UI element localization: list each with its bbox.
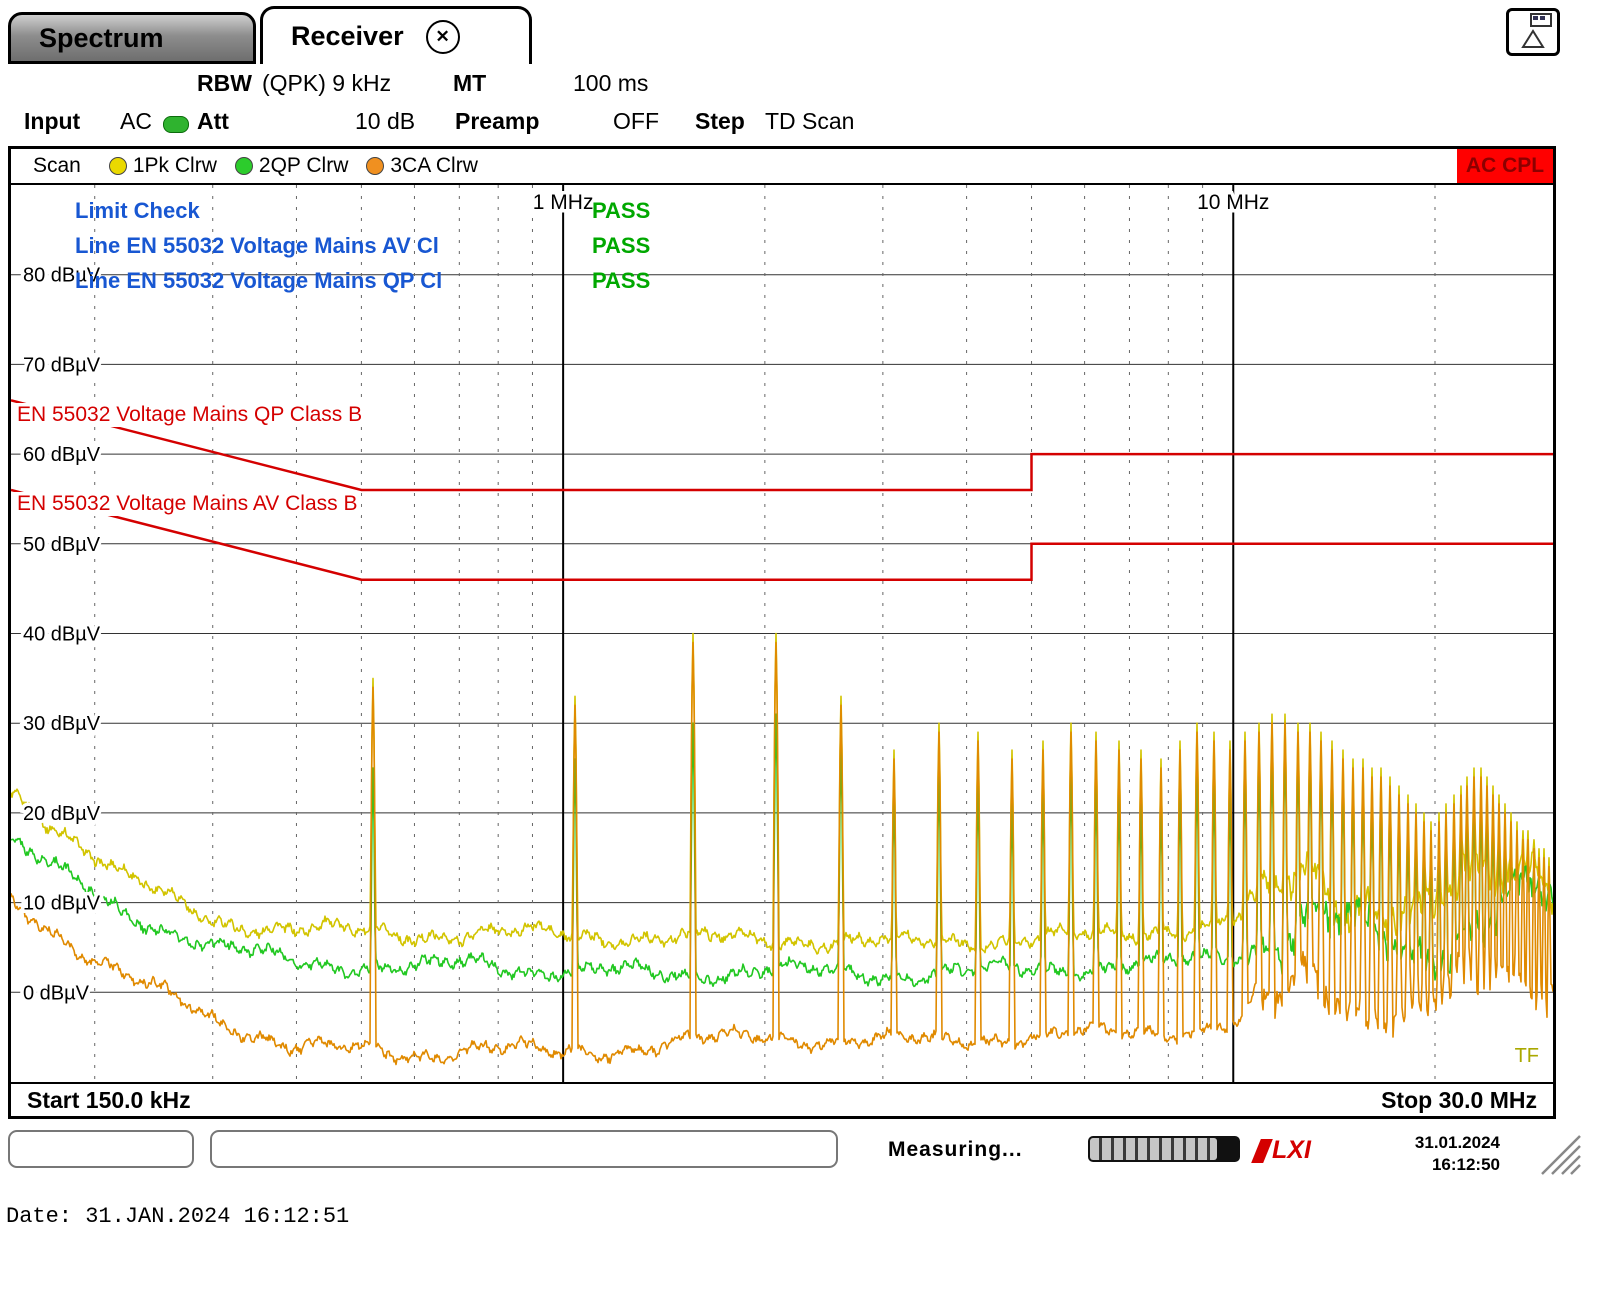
scan-label: Scan [33, 154, 81, 178]
frequency-axis-footer: Start 150.0 kHz Stop 30.0 MHz [11, 1082, 1553, 1116]
trace-key-1pk[interactable]: 1Pk Clrw [109, 154, 217, 178]
limit-check-row: Limit Check PASS [75, 193, 735, 228]
input-value[interactable]: AC [120, 108, 152, 135]
trace1-dot-icon [109, 157, 127, 175]
step-value[interactable]: TD Scan [765, 108, 854, 135]
mt-label: MT [453, 70, 486, 97]
limit-check-block: Limit Check PASS Line EN 55032 Voltage M… [75, 193, 735, 298]
amplitude-tick-label: 20 dBµV [23, 803, 101, 825]
tab-bar: Spectrum Receiver ✕ [0, 0, 1600, 64]
status-entry-field-1[interactable] [8, 1130, 194, 1168]
page-date-line: Date: 31.JAN.2024 16:12:51 [6, 1204, 349, 1229]
amplitude-tick-label: 50 dBµV [23, 534, 101, 556]
lxi-slash-icon [1251, 1139, 1273, 1163]
progress-fill [1090, 1138, 1217, 1160]
rbw-label: RBW [197, 70, 252, 97]
status-time: 16:12:50 [1372, 1154, 1500, 1176]
limit-check-row: Line EN 55032 Voltage Mains AV Cl PASS [75, 228, 735, 263]
trace1-label: 1Pk Clrw [133, 154, 217, 178]
window-resize-grip[interactable] [1540, 1134, 1584, 1178]
settings-header: RBW (QPK) 9 kHz MT 100 ms Input AC Att 1… [0, 66, 1600, 144]
limit-line-qp-result: PASS [592, 263, 650, 298]
status-date: 31.01.2024 [1372, 1132, 1500, 1154]
measurement-chart: Scan 1Pk Clrw 2QP Clrw 3CA Clrw AC CPL 1… [8, 146, 1556, 1119]
limit-line-av-name: Line EN 55032 Voltage Mains AV Cl [75, 233, 439, 258]
measuring-status: Measuring... [888, 1138, 1023, 1162]
limit-label-qp: EN 55032 Voltage Mains QP Class B [13, 403, 366, 427]
amplitude-tick-label: 60 dBµV [23, 444, 101, 466]
tab-receiver-label: Receiver [291, 21, 404, 52]
amplitude-tick-label: 30 dBµV [23, 713, 101, 735]
spectrum-plot: 1 MHz10 MHz0 dBµV10 dBµV20 dBµV30 dBµV40… [11, 185, 1553, 1082]
tab-spectrum-label: Spectrum [39, 23, 164, 54]
status-bar: Measuring... LXI 31.01.2024 16:12:50 [0, 1128, 1600, 1182]
trace-key-3ca[interactable]: 3CA Clrw [366, 154, 478, 178]
mt-value[interactable]: 100 ms [573, 70, 648, 97]
trace2-label: 2QP Clrw [259, 154, 348, 178]
tab-receiver[interactable]: Receiver ✕ [260, 6, 532, 64]
trace3-dot-icon [366, 157, 384, 175]
lxi-text: LXI [1272, 1136, 1311, 1165]
rbw-value[interactable]: (QPK) 9 kHz [262, 70, 391, 97]
trace-key-2qp[interactable]: 2QP Clrw [235, 154, 348, 178]
limit-check-row: Line EN 55032 Voltage Mains QP Cl PASS [75, 263, 735, 298]
display-icon-glyph [1509, 11, 1557, 53]
start-frequency-label: Start 150.0 kHz [27, 1087, 191, 1114]
limit-line-av-result: PASS [592, 228, 650, 263]
limit-line-qp-name: Line EN 55032 Voltage Mains QP Cl [75, 268, 442, 293]
receiver-app-window: Spectrum Receiver ✕ RBW (QPK) 9 kHz MT 1… [0, 0, 1600, 1292]
trace2-dot-icon [235, 157, 253, 175]
att-value[interactable]: 10 dB [355, 108, 415, 135]
smartgrid-display-icon[interactable] [1506, 8, 1560, 56]
date-time-display: 31.01.2024 16:12:50 [1372, 1132, 1500, 1176]
ac-coupling-indicator [163, 116, 189, 133]
ac-cpl-badge: AC CPL [1457, 149, 1553, 183]
amplitude-tick-label: 70 dBµV [23, 354, 101, 376]
preamp-label: Preamp [455, 108, 539, 135]
freq-marker-label: 10 MHz [1197, 191, 1269, 214]
lxi-logo: LXI [1256, 1136, 1311, 1165]
plot-area: 1 MHz10 MHz0 dBµV10 dBµV20 dBµV30 dBµV40… [11, 185, 1553, 1082]
tab-close-icon[interactable]: ✕ [426, 20, 460, 54]
limit-label-av: EN 55032 Voltage Mains AV Class B [13, 492, 361, 516]
status-entry-field-2[interactable] [210, 1130, 838, 1168]
transducer-factor-label: TF [1515, 1045, 1539, 1068]
trace3-label: 3CA Clrw [390, 154, 478, 178]
limit-check-title: Limit Check [75, 198, 200, 223]
amplitude-tick-label: 0 dBµV [23, 982, 90, 1004]
measurement-progress-bar [1088, 1136, 1240, 1162]
att-label: Att [197, 108, 229, 135]
stop-frequency-label: Stop 30.0 MHz [1381, 1087, 1537, 1114]
limit-check-result: PASS [592, 193, 650, 228]
scan-bar: Scan 1Pk Clrw 2QP Clrw 3CA Clrw AC CPL [11, 149, 1553, 185]
step-label: Step [695, 108, 745, 135]
tab-spectrum[interactable]: Spectrum [8, 12, 256, 64]
amplitude-tick-label: 10 dBµV [23, 893, 101, 915]
preamp-value[interactable]: OFF [613, 108, 659, 135]
input-label: Input [24, 108, 80, 135]
amplitude-tick-label: 40 dBµV [23, 624, 101, 646]
